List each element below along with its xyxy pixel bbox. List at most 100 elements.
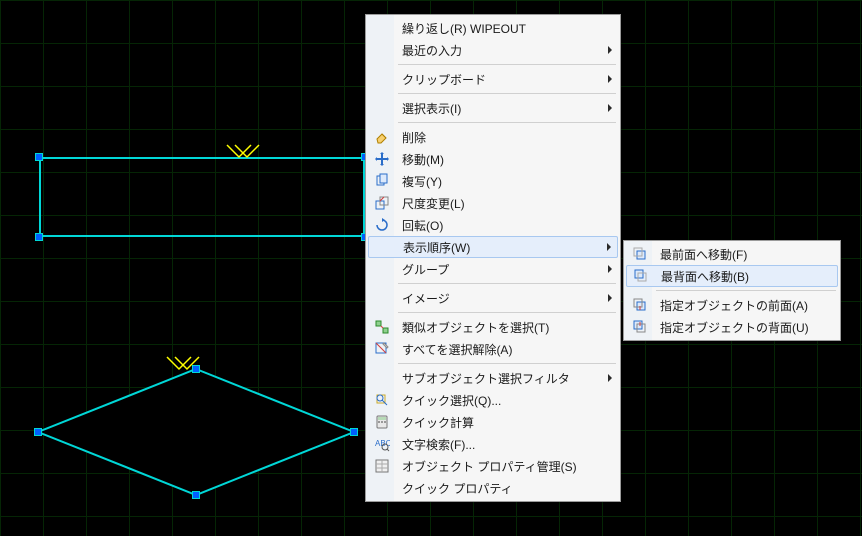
select-similar-icon: [368, 316, 396, 338]
menu-item[interactable]: 最背面へ移動(B): [626, 265, 838, 287]
submenu-arrow-icon: [608, 46, 612, 54]
blank-icon: [368, 39, 396, 61]
menu-item-label: 複写(Y): [396, 173, 598, 190]
menu-item-label: クイック プロパティ: [396, 480, 598, 497]
grip-handle[interactable]: [35, 233, 43, 241]
menu-separator: [398, 122, 616, 123]
menu-item-label: 表示順序(W): [397, 239, 597, 256]
menu-item-label: オブジェクト プロパティ管理(S): [396, 458, 598, 475]
menu-item[interactable]: クイック計算: [368, 411, 618, 433]
eraser-icon: [368, 126, 396, 148]
menu-item[interactable]: クリップボード: [368, 68, 618, 90]
menu-item[interactable]: 類似オブジェクトを選択(T): [368, 316, 618, 338]
grip-handle[interactable]: [192, 365, 200, 373]
draworder-submenu[interactable]: 最前面へ移動(F) 最背面へ移動(B) 指定オブジェクトの前面(A) 指定オブジェクト…: [623, 240, 841, 341]
menu-item[interactable]: 複写(Y): [368, 170, 618, 192]
blank-icon: [368, 17, 396, 39]
wipeout-rect-edge[interactable]: [39, 157, 41, 237]
menu-item[interactable]: すべてを選択解除(A): [368, 338, 618, 360]
menu-item[interactable]: 選択表示(I): [368, 97, 618, 119]
submenu-arrow-icon: [608, 265, 612, 273]
menu-item-label: 文字検索(F)...: [396, 436, 598, 453]
blank-icon: [368, 258, 396, 280]
scale-icon: [368, 192, 396, 214]
wipeout-rect-edge[interactable]: [39, 157, 365, 159]
menu-item[interactable]: サブオブジェクト選択フィルタ: [368, 367, 618, 389]
menu-item[interactable]: 繰り返し(R) WIPEOUT: [368, 17, 618, 39]
properties-icon: [368, 455, 396, 477]
menu-item-label: 削除: [396, 129, 598, 146]
context-menu[interactable]: 繰り返し(R) WIPEOUT 最近の入力クリップボード選択表示(I) 削除移動(M…: [365, 14, 621, 502]
copy-icon: [368, 170, 396, 192]
grip-handle[interactable]: [350, 428, 358, 436]
blank-icon: [368, 367, 396, 389]
menu-item-label: イメージ: [396, 290, 598, 307]
bring-above-icon: [626, 294, 654, 316]
grip-handle[interactable]: [34, 428, 42, 436]
menu-item[interactable]: ABC文字検索(F)...: [368, 433, 618, 455]
blank-icon: [368, 68, 396, 90]
menu-item[interactable]: グループ: [368, 258, 618, 280]
grip-handle[interactable]: [192, 491, 200, 499]
menu-item-label: 類似オブジェクトを選択(T): [396, 319, 598, 336]
grip-handle[interactable]: [35, 153, 43, 161]
submenu-arrow-icon: [608, 75, 612, 83]
blank-icon: [368, 97, 396, 119]
submenu-arrow-icon: [608, 374, 612, 382]
submenu-arrow-icon: [608, 294, 612, 302]
menu-item[interactable]: イメージ: [368, 287, 618, 309]
menu-item-label: クイック計算: [396, 414, 598, 431]
rect-leader-mark: [223, 143, 263, 163]
menu-separator: [398, 312, 616, 313]
menu-item[interactable]: 指定オブジェクトの背面(U): [626, 316, 838, 338]
menu-item-label: 指定オブジェクトの前面(A): [654, 297, 818, 314]
find-text-icon: ABC: [368, 433, 396, 455]
menu-item-label: 移動(M): [396, 151, 598, 168]
blank-icon: [368, 287, 396, 309]
menu-item[interactable]: 最近の入力: [368, 39, 618, 61]
menu-item-label: クリップボード: [396, 71, 598, 88]
menu-item[interactable]: 最前面へ移動(F): [626, 243, 838, 265]
submenu-arrow-icon: [607, 243, 611, 251]
menu-separator: [398, 283, 616, 284]
blank-icon: [369, 237, 397, 257]
menu-item-label: 選択表示(I): [396, 100, 598, 117]
menu-separator: [398, 363, 616, 364]
menu-item[interactable]: 回転(O): [368, 214, 618, 236]
wipeout-diamond[interactable]: [35, 366, 357, 498]
send-below-icon: [626, 316, 654, 338]
menu-item-label: 回転(O): [396, 217, 598, 234]
menu-item[interactable]: 指定オブジェクトの前面(A): [626, 294, 838, 316]
deselect-icon: [368, 338, 396, 360]
menu-item-label: すべてを選択解除(A): [396, 341, 598, 358]
menu-item-label: 最近の入力: [396, 42, 598, 59]
menu-separator: [398, 93, 616, 94]
menu-item[interactable]: 移動(M): [368, 148, 618, 170]
menu-separator: [656, 290, 836, 291]
menu-item-label: 尺度変更(L): [396, 195, 598, 212]
menu-item-label: 最前面へ移動(F): [654, 246, 818, 263]
bring-front-icon: [626, 243, 654, 265]
send-back-icon: [627, 266, 655, 286]
menu-item-label: 繰り返し(R) WIPEOUT: [396, 20, 598, 37]
menu-item[interactable]: オブジェクト プロパティ管理(S): [368, 455, 618, 477]
quick-calc-icon: [368, 411, 396, 433]
submenu-arrow-icon: [608, 104, 612, 112]
menu-item[interactable]: クイック プロパティ: [368, 477, 618, 499]
blank-icon: [368, 477, 396, 499]
menu-item[interactable]: 削除: [368, 126, 618, 148]
menu-separator: [398, 64, 616, 65]
menu-item-label: 指定オブジェクトの背面(U): [654, 319, 818, 336]
move-icon: [368, 148, 396, 170]
wipeout-rect-edge[interactable]: [39, 235, 365, 237]
quick-select-icon: [368, 389, 396, 411]
menu-item[interactable]: 表示順序(W): [368, 236, 618, 258]
rotate-icon: [368, 214, 396, 236]
menu-item-label: グループ: [396, 261, 598, 278]
menu-item-label: 最背面へ移動(B): [655, 268, 817, 285]
cad-canvas[interactable]: 繰り返し(R) WIPEOUT 最近の入力クリップボード選択表示(I) 削除移動(M…: [0, 0, 862, 536]
menu-item[interactable]: 尺度変更(L): [368, 192, 618, 214]
menu-item-label: クイック選択(Q)...: [396, 392, 598, 409]
menu-item-label: サブオブジェクト選択フィルタ: [396, 370, 598, 387]
menu-item[interactable]: クイック選択(Q)...: [368, 389, 618, 411]
